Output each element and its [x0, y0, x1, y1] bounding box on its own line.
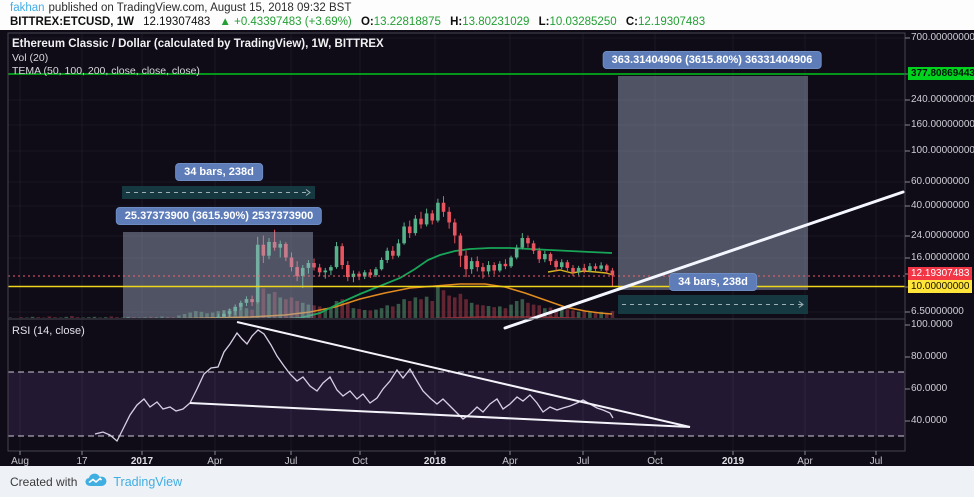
time-axis-label: Apr	[502, 456, 518, 467]
publish-info-row: fakhan published on TradingView.com, Augu…	[10, 2, 351, 14]
publish-text: published on TradingView.com, August 15,…	[48, 2, 352, 14]
time-axis-label: Jul	[284, 456, 298, 467]
time-axis[interactable]: Aug 17 2017 Apr Jul Oct 2018 Apr Jul Oct 2019 Apr Ju…	[0, 451, 905, 467]
price-axis-label: 240.00000000	[911, 94, 974, 105]
symbol-name: BITTREX:ETCUSD, 1W	[10, 16, 134, 28]
time-axis-label: Jul	[576, 456, 590, 467]
created-with-text: Created with	[10, 474, 78, 489]
page-footer: Created with TradingView	[0, 466, 974, 497]
chart-drawing-layer	[0, 30, 974, 466]
page-header: fakhan published on TradingView.com, Augu…	[0, 0, 974, 30]
time-axis-label: Apr	[797, 456, 813, 467]
time-axis-label: 2018	[423, 456, 447, 467]
high-value: 13.80231029	[462, 16, 530, 28]
up-arrow-icon: ▲	[219, 16, 231, 28]
time-axis-label: 2017	[130, 456, 154, 467]
time-axis-label: Apr	[207, 456, 223, 467]
price-axis-label: 40.00000000	[911, 200, 970, 211]
price-axis-label: 100.00000000	[911, 145, 974, 156]
price-axis-label: 6.50000000	[911, 306, 964, 317]
tradingview-brand-link[interactable]: TradingView	[113, 474, 183, 489]
price-axis-label: 60.0000	[911, 383, 948, 394]
price-axis-label: 700.00000000	[911, 32, 974, 43]
author-link[interactable]: fakhan	[10, 2, 45, 14]
price-axis-label: 40.0000	[911, 415, 948, 426]
time-axis-label: 2019	[721, 456, 745, 467]
price-axis[interactable]: 700.00000000 377.80869443 240.00000000 160.…	[906, 30, 974, 466]
measurement-badge: 34 bars, 238d	[175, 163, 263, 181]
low-label: L:	[538, 16, 550, 28]
time-axis-label: 17	[76, 456, 88, 467]
time-axis-label: Jul	[869, 456, 883, 467]
price-axis-label: 100.0000	[911, 319, 953, 330]
price-axis-label: 160.00000000	[911, 119, 974, 130]
tradingview-cloud-icon	[85, 473, 107, 490]
last-price: 12.19307483	[143, 16, 211, 28]
measurement-badge: 34 bars, 238d	[669, 273, 757, 291]
low-value: 10.03285250	[549, 16, 617, 28]
symbol-info-row: BITTREX:ETCUSD, 1W 12.19307483 ▲ +0.4339…	[10, 16, 705, 28]
close-value: 12.19307483	[637, 16, 706, 28]
close-label: C:	[625, 16, 638, 28]
measurement-badge: 25.37373900 (3615.90%) 2537373900	[115, 207, 323, 225]
measurement-badge: 363.31404906 (3615.80%) 36331404906	[602, 51, 822, 69]
open-label: O:	[360, 16, 374, 28]
time-axis-label: Oct	[647, 456, 663, 467]
price-axis-label: 10.00000000	[908, 280, 973, 293]
price-axis-label: 80.0000	[911, 351, 948, 362]
price-axis-label: 24.00000000	[911, 230, 970, 241]
price-axis-label: 16.00000000	[911, 252, 970, 263]
price-axis-label: 12.19307483	[908, 267, 973, 280]
open-value: 13.22818875	[373, 16, 441, 28]
chart-canvas[interactable]: Ethereum Classic / Dollar (calculated by…	[0, 30, 974, 467]
price-change: +0.43397483 (+3.69%)	[234, 16, 352, 28]
time-axis-label: Aug	[11, 456, 29, 467]
price-axis-label: 377.80869443	[908, 67, 974, 80]
high-label: H:	[450, 16, 463, 28]
price-axis-label: 60.00000000	[911, 176, 970, 187]
rsi-indicator-label: RSI (14, close)	[12, 325, 85, 337]
time-axis-label: Oct	[352, 456, 368, 467]
